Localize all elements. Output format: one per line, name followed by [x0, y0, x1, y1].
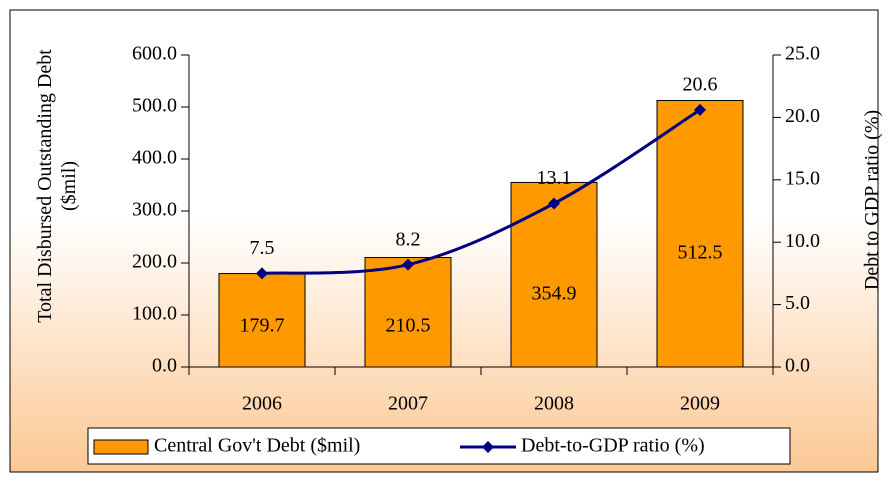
x-tick-label: 2008 — [534, 393, 574, 415]
legend-box — [87, 427, 791, 465]
legend-label: Central Gov't Debt ($mil) — [154, 435, 360, 457]
line — [261, 108, 701, 275]
line-marker — [694, 103, 706, 116]
y2-tick-label: 10.0 — [785, 230, 820, 252]
line-value-label: 13.1 — [537, 167, 572, 189]
line-marker — [548, 197, 560, 210]
line-value-label: 8.2 — [396, 228, 421, 250]
y2-tick-label: 0.0 — [785, 355, 810, 377]
y-tick-label: 500.0 — [132, 95, 177, 117]
legend-swatch — [482, 441, 494, 453]
bar-value-label: 354.9 — [532, 282, 577, 304]
bar-value-label: 512.5 — [678, 241, 723, 263]
y-tick-label: 400.0 — [132, 147, 177, 169]
y-tick-label: 200.0 — [132, 251, 177, 273]
legend-label: Debt-to-GDP ratio (%) — [521, 435, 705, 457]
y-axis-title: Total Disbursed Outstanding Debt ($mil) — [34, 49, 80, 323]
y-tick-label: 0.0 — [152, 355, 177, 377]
y2-tick-label: 5.0 — [785, 292, 810, 314]
y-tick-label: 600.0 — [132, 43, 177, 65]
bar — [364, 257, 452, 368]
bar — [510, 181, 598, 368]
y-tick-label: 300.0 — [132, 199, 177, 221]
line-value-label: 20.6 — [683, 74, 718, 96]
legend-swatch — [93, 439, 149, 455]
chart-background — [9, 9, 879, 473]
line-value-label: 7.5 — [250, 237, 275, 259]
bar — [656, 100, 744, 368]
y2-axis-title: Debt to GDP ratio (%) — [861, 109, 883, 291]
y-tick-label: 100.0 — [132, 303, 177, 325]
x-tick-label: 2007 — [388, 393, 428, 415]
x-tick-label: 2006 — [242, 393, 282, 415]
line-marker — [402, 258, 414, 271]
line-marker — [256, 267, 268, 280]
bar-value-label: 210.5 — [386, 315, 431, 337]
y2-tick-label: 15.0 — [785, 167, 820, 189]
y2-tick-label: 20.0 — [785, 105, 820, 127]
bar-value-label: 179.7 — [240, 315, 285, 337]
y2-tick-label: 25.0 — [785, 43, 820, 65]
x-tick-label: 2009 — [680, 393, 720, 415]
